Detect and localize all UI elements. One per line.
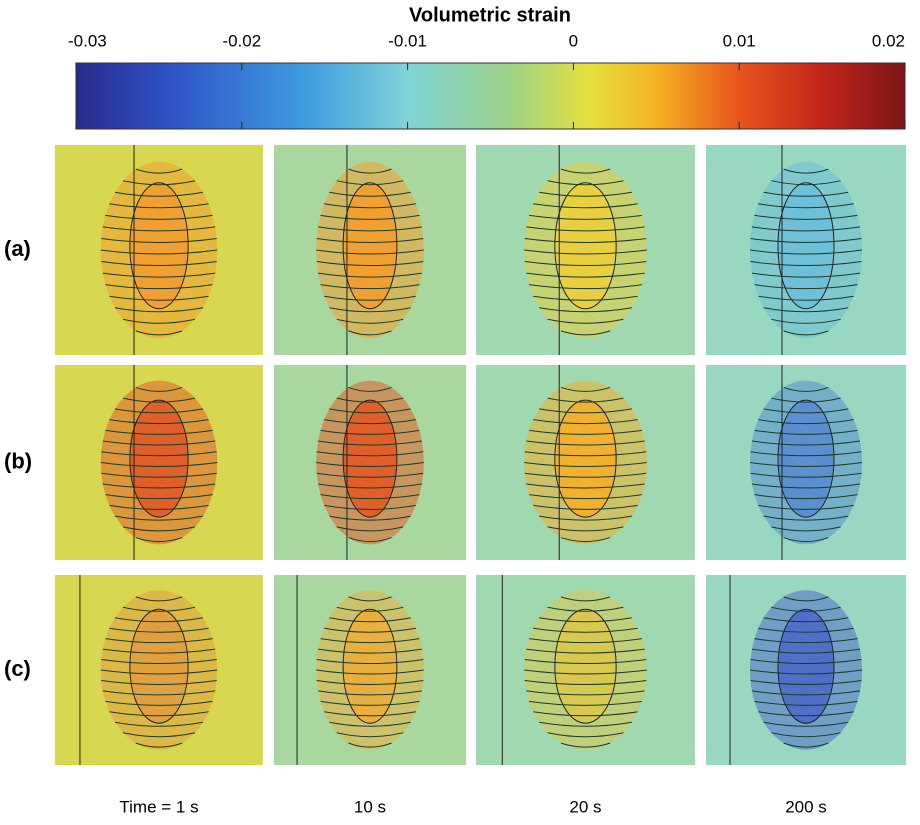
colorbar-tick-label: -0.02 — [222, 31, 261, 50]
inner-region — [343, 183, 397, 309]
column-label: 20 s — [569, 797, 601, 816]
figure: Volumetric strain -0.03 -0.02 -0.01 0 0.01 0.… — [0, 0, 920, 825]
column-label: 200 s — [785, 797, 827, 816]
strain-panel — [55, 575, 263, 765]
strain-panel — [274, 575, 466, 765]
strain-panel — [706, 145, 906, 355]
strain-panel — [274, 145, 466, 355]
colorbar-tick-label: -0.03 — [68, 31, 107, 50]
strain-panel — [476, 145, 695, 355]
strain-panel — [706, 365, 906, 560]
row-label: (c) — [4, 656, 31, 681]
inner-region — [555, 400, 616, 517]
inner-region — [343, 400, 397, 517]
inner-region — [130, 183, 188, 309]
inner-region — [778, 183, 834, 309]
column-label: Time = 1 s — [119, 797, 198, 816]
colorbar — [76, 63, 905, 129]
colorbar-tick-label: 0 — [569, 31, 578, 50]
strain-panel — [55, 365, 263, 560]
colorbar-tick-label: -0.01 — [388, 31, 427, 50]
strain-panel — [55, 145, 263, 355]
colorbar-title: Volumetric strain — [409, 4, 571, 26]
inner-region — [130, 400, 188, 517]
row-label: (a) — [4, 236, 31, 261]
inner-region — [555, 609, 616, 723]
column-label: 10 s — [354, 797, 386, 816]
inner-region — [778, 400, 834, 517]
row-label: (b) — [4, 448, 32, 473]
inner-region — [130, 609, 188, 723]
strain-panel — [274, 365, 466, 560]
inner-region — [778, 609, 834, 723]
strain-panel — [476, 575, 695, 765]
strain-panel — [476, 365, 695, 560]
colorbar-tick-label: 0.01 — [723, 31, 756, 50]
inner-region — [555, 183, 616, 309]
colorbar-tick-label: 0.02 — [872, 31, 905, 50]
inner-region — [343, 609, 397, 723]
strain-panel — [706, 575, 906, 765]
